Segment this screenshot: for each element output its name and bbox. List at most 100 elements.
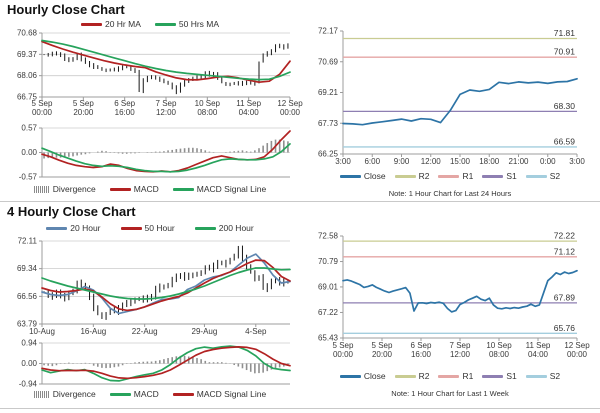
legend-label: S1 <box>506 371 517 381</box>
svg-text:70.91: 70.91 <box>554 47 576 57</box>
legend-label: R1 <box>462 171 474 181</box>
legend-label: 50 Hour <box>144 223 175 233</box>
svg-text:69.34: 69.34 <box>17 264 38 273</box>
line-swatch-icon <box>154 22 176 26</box>
line-swatch-icon <box>194 226 216 230</box>
pivot-24h-legend: Close R2 R1 S1 S2 <box>301 171 599 181</box>
legend-item-r2: R2 <box>394 371 430 381</box>
hourly-macd-chart: 0.57 0.00 -0.57 <box>19 124 291 182</box>
svg-text:69.01: 69.01 <box>318 282 339 291</box>
section-divider <box>0 201 600 202</box>
svg-text:10-Aug: 10-Aug <box>29 327 55 336</box>
legend-item-divergence: Divergence <box>33 184 96 194</box>
svg-text:66.75: 66.75 <box>17 93 38 102</box>
svg-text:0.00: 0.00 <box>21 359 37 368</box>
hourly-ma-legend: 20 Hr MA 50 Hrs MA <box>2 19 298 29</box>
svg-text:72.11: 72.11 <box>18 237 38 246</box>
svg-text:69.37: 69.37 <box>17 50 38 59</box>
legend-item-divergence: Divergence <box>33 389 96 399</box>
svg-text:00:00: 00:00 <box>567 350 588 359</box>
line-swatch-icon <box>525 374 547 378</box>
legend-item-s2: S2 <box>525 171 560 181</box>
svg-text:22-Aug: 22-Aug <box>132 327 158 336</box>
svg-text:12 Sep: 12 Sep <box>564 341 590 350</box>
legend-label: 50 Hrs MA <box>178 19 220 29</box>
legend-item-50-hour: 50 Hour <box>120 223 175 233</box>
four-hourly-ma-legend: 20 Hour 50 Hour 200 Hour <box>2 223 298 233</box>
svg-text:68.30: 68.30 <box>554 101 576 111</box>
svg-text:65.43: 65.43 <box>318 334 339 343</box>
svg-text:66.25: 66.25 <box>318 150 339 159</box>
svg-text:16:00: 16:00 <box>411 350 432 359</box>
bottom-divider <box>0 408 600 409</box>
line-swatch-icon <box>394 174 416 178</box>
svg-text:67.22: 67.22 <box>318 308 339 317</box>
svg-text:7 Sep: 7 Sep <box>450 341 471 350</box>
line-swatch-icon <box>172 187 194 191</box>
svg-text:20:00: 20:00 <box>73 108 94 117</box>
legend-item-s2: S2 <box>525 371 560 381</box>
svg-text:4-Sep: 4-Sep <box>245 327 267 336</box>
line-swatch-icon <box>339 174 361 178</box>
svg-text:70.69: 70.69 <box>318 57 339 66</box>
svg-text:5 Sep: 5 Sep <box>73 99 94 108</box>
svg-text:5 Sep: 5 Sep <box>333 341 354 350</box>
svg-text:63.79: 63.79 <box>17 320 38 329</box>
legend-item-close: Close <box>339 171 386 181</box>
legend-item-macd-signal-line: MACD Signal Line <box>172 389 266 399</box>
svg-text:21:00: 21:00 <box>508 157 529 166</box>
legend-item-macd: MACD <box>109 184 159 194</box>
line-swatch-icon <box>482 374 504 378</box>
line-swatch-icon <box>120 226 142 230</box>
svg-text:16:00: 16:00 <box>115 108 136 117</box>
pivot-24h-note: Note: 1 Hour Chart for Last 24 Hours <box>388 189 512 198</box>
line-swatch-icon <box>482 174 504 178</box>
divergence-swatch-icon <box>33 390 50 398</box>
legend-item-s1: S1 <box>482 371 517 381</box>
line-swatch-icon <box>109 187 131 191</box>
legend-item-20-hour: 20 Hour <box>46 223 101 233</box>
svg-text:6:00: 6:00 <box>364 157 380 166</box>
svg-text:12:00: 12:00 <box>156 108 177 117</box>
svg-text:11 Sep: 11 Sep <box>236 99 261 108</box>
svg-text:70.68: 70.68 <box>17 29 38 38</box>
legend-label: R2 <box>418 171 430 181</box>
svg-text:12:00: 12:00 <box>450 350 471 359</box>
svg-text:6 Sep: 6 Sep <box>411 341 432 350</box>
legend-item-close: Close <box>339 371 386 381</box>
svg-text:04:00: 04:00 <box>528 350 549 359</box>
line-swatch-icon <box>438 374 460 378</box>
four-hourly-macd-chart: 0.94 0.00 -0.94 <box>19 339 291 389</box>
legend-item-r1: R1 <box>438 171 473 181</box>
svg-text:00:00: 00:00 <box>280 108 301 117</box>
svg-text:72.58: 72.58 <box>318 232 339 241</box>
hourly-macd-legend: Divergence MACD MACD Signal Line <box>2 184 298 194</box>
legend-item-r1: R1 <box>438 371 473 381</box>
svg-text:0:00: 0:00 <box>540 157 556 166</box>
svg-text:68.06: 68.06 <box>17 71 38 80</box>
svg-text:16-Aug: 16-Aug <box>80 327 106 336</box>
pivot-1w-note: Note: 1 Hour Chart for Last 1 Week <box>391 389 509 398</box>
legend-label: 200 Hour <box>218 223 254 233</box>
svg-text:00:00: 00:00 <box>32 108 53 117</box>
svg-text:67.89: 67.89 <box>554 292 576 302</box>
legend-label: Divergence <box>52 389 96 399</box>
legend-label: Close <box>363 371 386 381</box>
legend-label: Close <box>363 171 386 181</box>
legend-label: MACD <box>133 389 159 399</box>
svg-text:04:00: 04:00 <box>239 108 260 117</box>
svg-text:-0.94: -0.94 <box>19 380 38 389</box>
svg-text:08:00: 08:00 <box>197 108 218 117</box>
line-swatch-icon <box>46 226 68 230</box>
svg-text:0.94: 0.94 <box>21 339 37 348</box>
svg-text:71.81: 71.81 <box>554 28 576 38</box>
svg-text:3:00: 3:00 <box>569 157 585 166</box>
svg-text:3:00: 3:00 <box>335 157 351 166</box>
line-swatch-icon <box>109 392 131 396</box>
svg-text:11 Sep: 11 Sep <box>526 341 551 350</box>
line-swatch-icon <box>80 22 102 26</box>
legend-label: R2 <box>418 371 430 381</box>
svg-text:71.12: 71.12 <box>554 246 576 256</box>
svg-text:20:00: 20:00 <box>372 350 393 359</box>
